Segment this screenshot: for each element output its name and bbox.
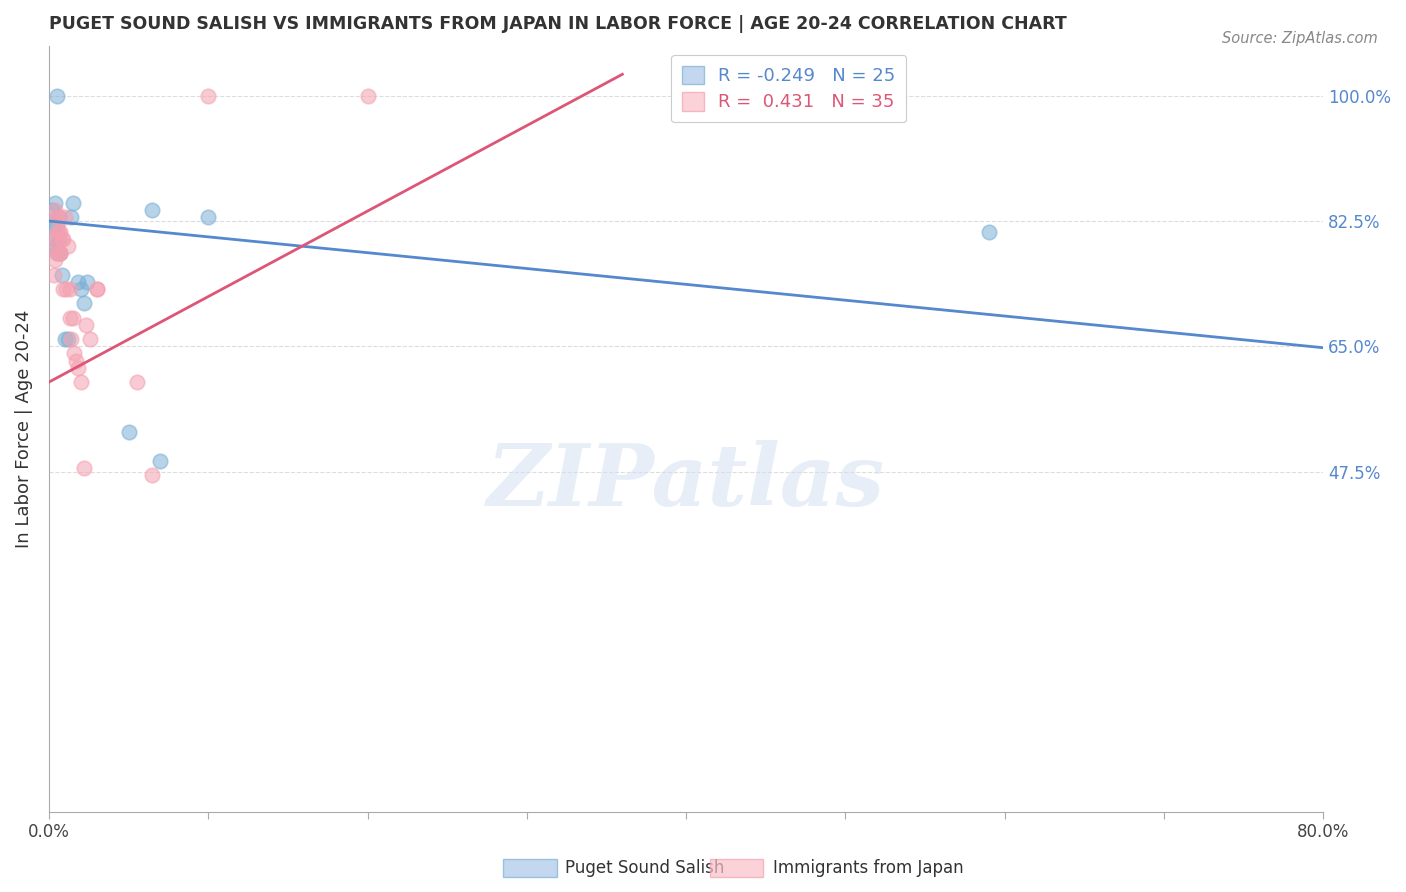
- Point: [59, 310, 82, 325]
- Point: [62, 196, 84, 211]
- Point: [49, 246, 72, 260]
- Point: [356, 88, 378, 103]
- Point: [62, 310, 84, 325]
- Point: [56, 239, 79, 253]
- Point: [41, 203, 63, 218]
- Point: [86, 282, 108, 296]
- Point: [48, 232, 70, 246]
- Point: [75, 318, 97, 332]
- Point: [44, 196, 66, 211]
- Point: [65, 353, 87, 368]
- Text: Puget Sound Salish: Puget Sound Salish: [565, 859, 724, 877]
- Point: [52, 232, 75, 246]
- Point: [59, 282, 82, 296]
- Text: Immigrants from Japan: Immigrants from Japan: [773, 859, 965, 877]
- Point: [44, 203, 66, 218]
- Point: [197, 211, 219, 225]
- Point: [53, 211, 76, 225]
- Point: [76, 275, 98, 289]
- Legend: R = -0.249   N = 25, R =  0.431   N = 35: R = -0.249 N = 25, R = 0.431 N = 35: [671, 54, 907, 122]
- Point: [49, 246, 72, 260]
- Point: [49, 246, 72, 260]
- Point: [66, 360, 89, 375]
- Text: ZIPatlas: ZIPatlas: [486, 441, 886, 524]
- Point: [141, 203, 163, 218]
- Point: [49, 225, 72, 239]
- Point: [44, 232, 66, 246]
- Point: [86, 282, 108, 296]
- Point: [73, 461, 96, 475]
- Point: [149, 454, 172, 468]
- Point: [55, 282, 77, 296]
- Point: [125, 375, 148, 389]
- Point: [977, 225, 1000, 239]
- Point: [51, 268, 73, 282]
- Point: [197, 88, 219, 103]
- Point: [51, 232, 73, 246]
- Y-axis label: In Labor Force | Age 20-24: In Labor Force | Age 20-24: [15, 310, 32, 548]
- Point: [45, 88, 67, 103]
- Text: PUGET SOUND SALISH VS IMMIGRANTS FROM JAPAN IN LABOR FORCE | AGE 20-24 CORRELATI: PUGET SOUND SALISH VS IMMIGRANTS FROM JA…: [49, 15, 1067, 33]
- Text: Source: ZipAtlas.com: Source: ZipAtlas.com: [1222, 31, 1378, 46]
- Point: [53, 332, 76, 346]
- Point: [41, 239, 63, 253]
- Point: [45, 246, 67, 260]
- Point: [69, 375, 91, 389]
- Point: [66, 275, 89, 289]
- Point: [60, 211, 83, 225]
- Point: [42, 268, 65, 282]
- Point: [73, 296, 96, 310]
- Point: [45, 225, 67, 239]
- Point: [52, 282, 75, 296]
- Point: [60, 332, 83, 346]
- Point: [45, 211, 67, 225]
- Point: [48, 211, 70, 225]
- Point: [63, 346, 86, 360]
- Point: [44, 239, 66, 253]
- Point: [48, 211, 70, 225]
- Point: [42, 232, 65, 246]
- Point: [69, 282, 91, 296]
- Point: [44, 253, 66, 268]
- Point: [48, 225, 70, 239]
- Point: [45, 218, 67, 232]
- Point: [56, 332, 79, 346]
- Point: [45, 246, 67, 260]
- Point: [42, 218, 65, 232]
- Point: [141, 468, 163, 483]
- Point: [117, 425, 139, 439]
- Point: [79, 332, 101, 346]
